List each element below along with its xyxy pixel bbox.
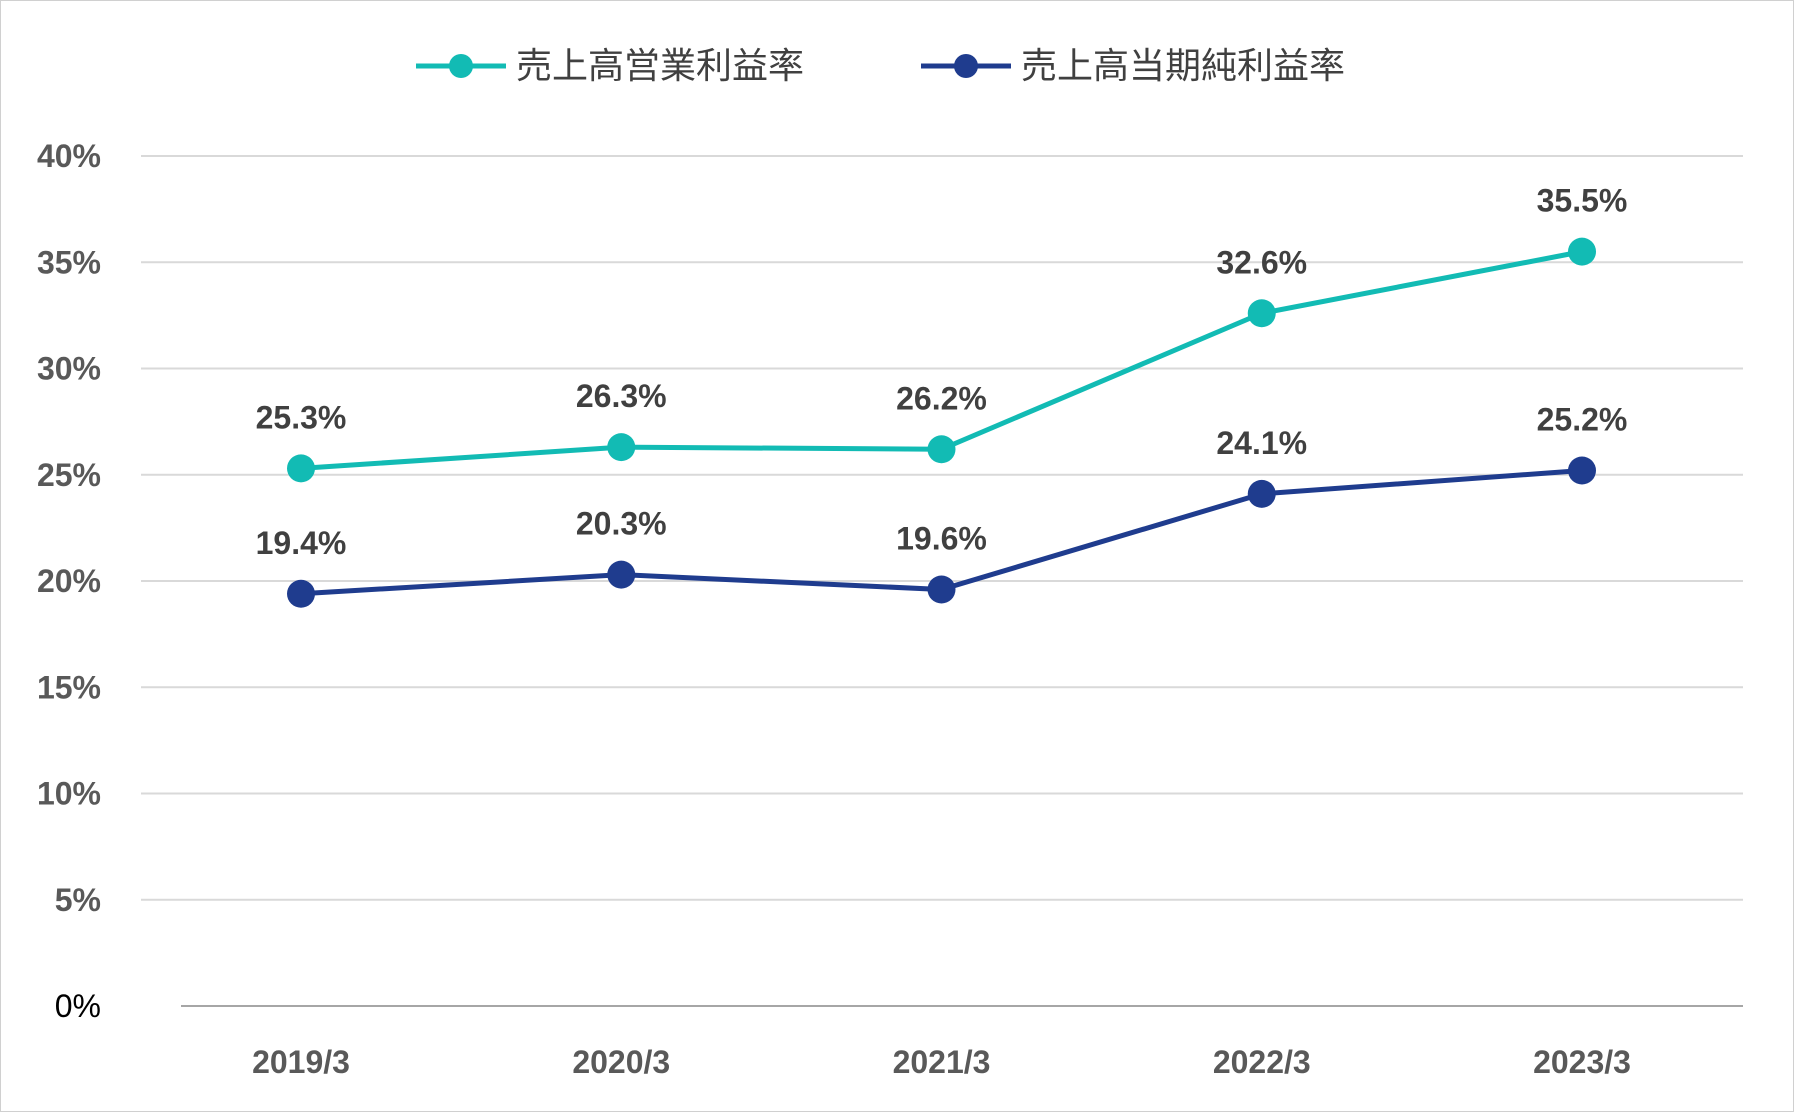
x-tick-label: 2019/3 (252, 1044, 350, 1080)
data-point-net-margin (927, 575, 956, 604)
y-tick-label: 40% (37, 138, 101, 174)
data-point-net-margin (1247, 479, 1276, 508)
data-point-operating-margin (1568, 237, 1596, 266)
data-point-net-margin (1568, 456, 1596, 485)
data-label-net-margin: 25.2% (1537, 402, 1628, 438)
legend-label-operating-margin: 売上高営業利益率 (516, 45, 804, 86)
data-point-operating-margin (927, 435, 956, 464)
data-label-operating-margin: 26.3% (576, 378, 667, 414)
x-tick-label: 2023/3 (1533, 1044, 1631, 1080)
data-point-operating-margin (1247, 299, 1276, 328)
y-tick-label: 35% (37, 244, 101, 280)
legend-swatch-marker-operating-margin (449, 54, 473, 78)
x-axis: 2019/3 2020/3 2021/3 2022/3 2023/3 (181, 1005, 1743, 1080)
data-labels: 25.3% 26.3% 26.2% 32.6% 35.5% 19.4% 20.3% 19.6%… (256, 183, 1628, 561)
legend-label-net-margin: 売上高当期純利益率 (1021, 45, 1345, 86)
y-tick-label: 20% (37, 563, 101, 599)
y-tick-label: 5% (55, 882, 101, 918)
data-point-operating-margin (287, 454, 315, 483)
data-label-net-margin: 19.6% (896, 521, 987, 557)
x-tick-label: 2021/3 (893, 1044, 991, 1080)
data-label-net-margin: 24.1% (1216, 425, 1307, 461)
legend: 売上高営業利益率 売上高当期純利益率 (416, 45, 1345, 86)
y-tick-label: 25% (37, 457, 101, 493)
data-point-net-margin (287, 579, 315, 608)
y-axis: 0% 5% 10% 15% 20% 25% 30% 35% 40% (37, 138, 101, 1024)
y-tick-label: 0% (55, 988, 101, 1024)
y-tick-label: 10% (37, 776, 101, 812)
legend-item-operating-margin: 売上高営業利益率 (416, 45, 804, 86)
data-label-net-margin: 19.4% (256, 525, 347, 561)
x-tick-label: 2022/3 (1213, 1044, 1311, 1080)
legend-item-net-margin: 売上高当期純利益率 (921, 45, 1345, 86)
data-point-net-margin (607, 560, 636, 589)
data-point-operating-margin (607, 433, 636, 462)
y-tick-label: 15% (37, 669, 101, 705)
data-label-operating-margin: 35.5% (1537, 183, 1628, 219)
legend-swatch-marker-net-margin (954, 54, 978, 78)
data-label-operating-margin: 32.6% (1216, 244, 1307, 280)
data-label-operating-margin: 26.2% (896, 380, 987, 416)
x-tick-label: 2020/3 (572, 1044, 670, 1080)
data-label-net-margin: 20.3% (576, 506, 667, 542)
data-label-operating-margin: 25.3% (256, 399, 347, 435)
series-layer (287, 237, 1596, 608)
y-tick-label: 30% (37, 351, 101, 387)
